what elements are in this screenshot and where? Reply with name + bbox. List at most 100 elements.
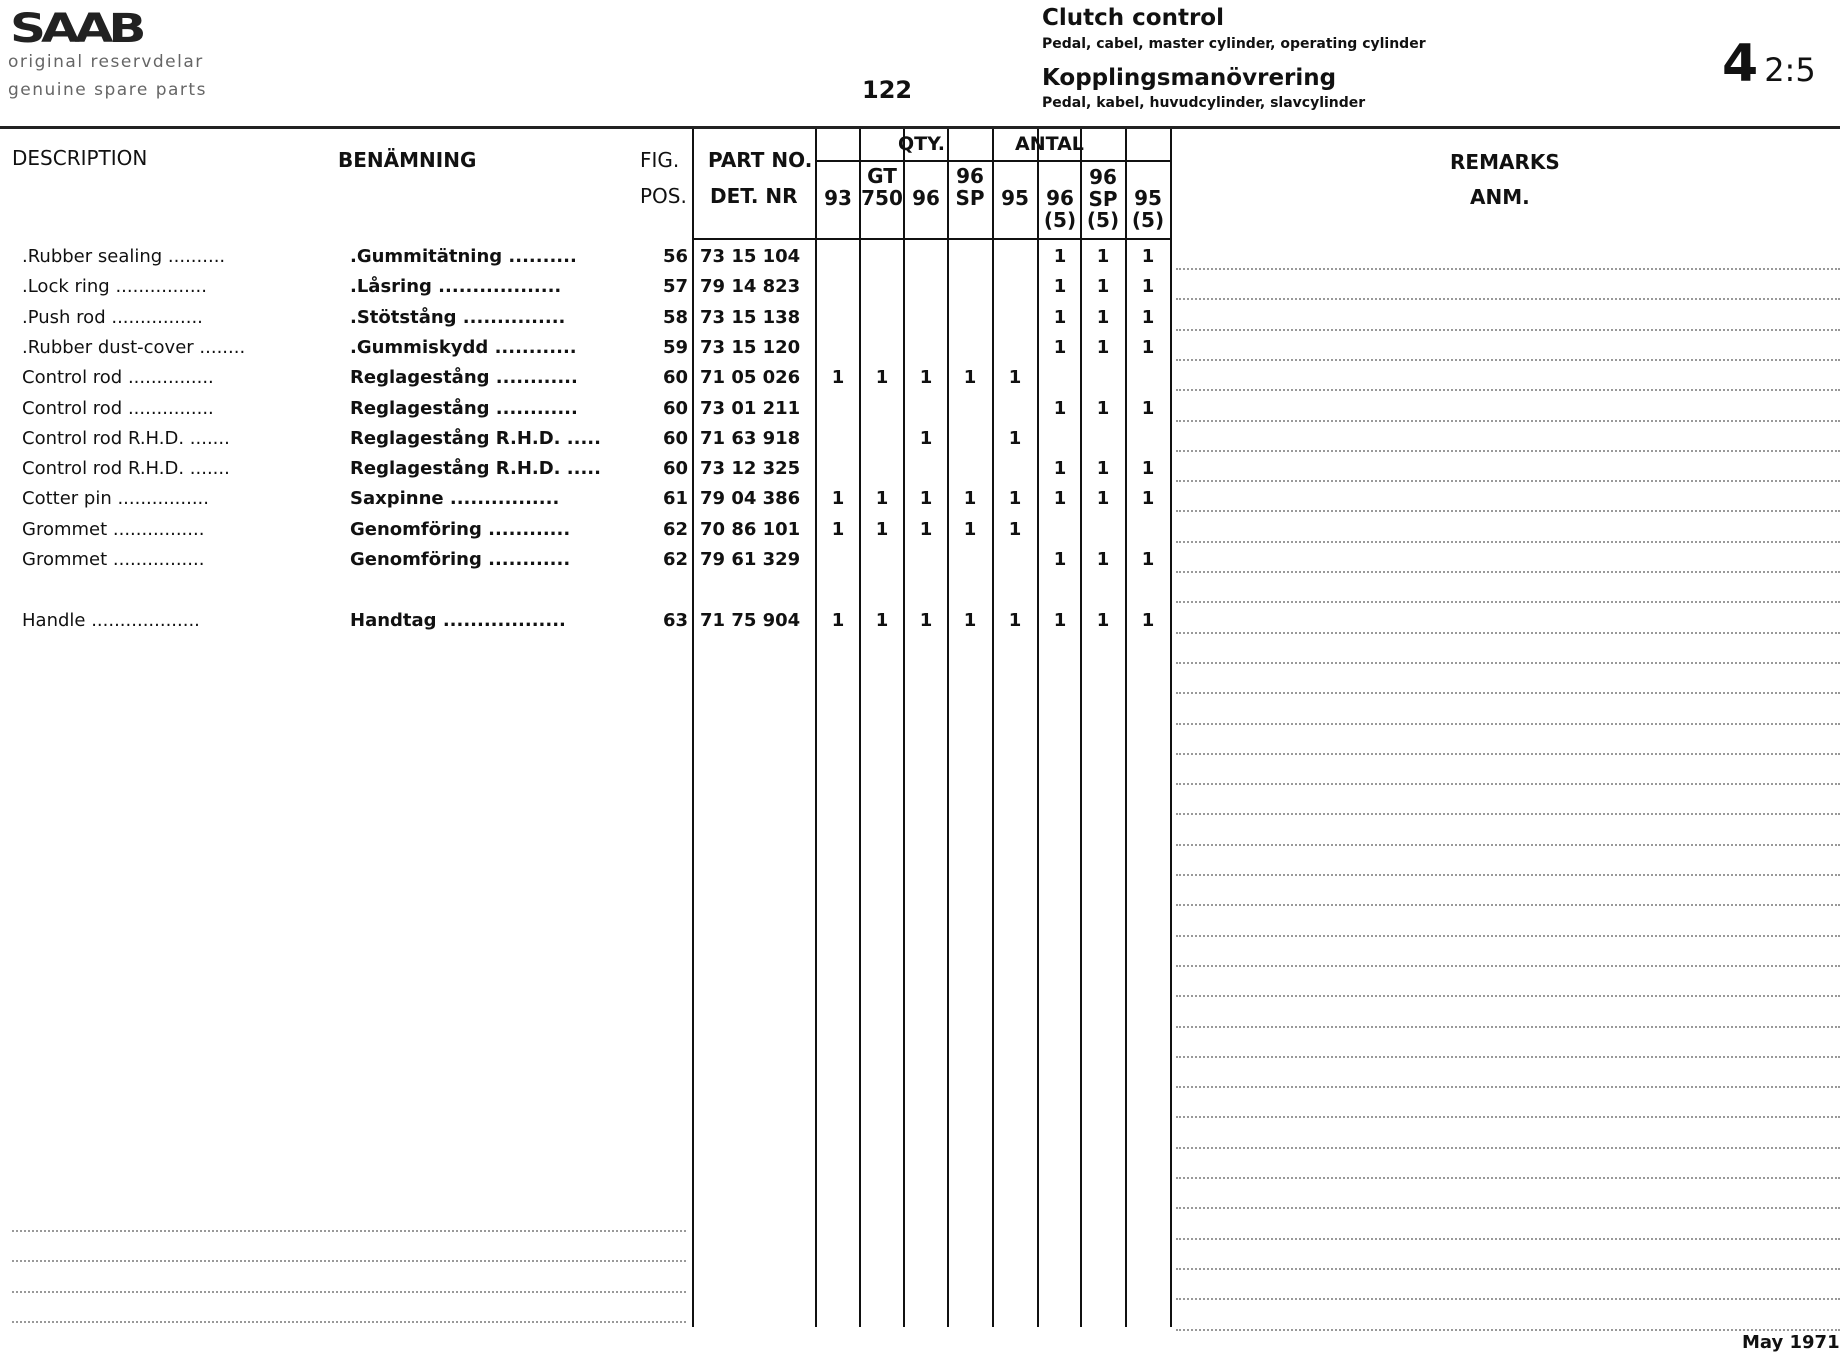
row-description: Control rod ............... (22, 367, 214, 389)
row-qty: 1 (1053, 336, 1067, 358)
row-qty: 1 (1096, 306, 1110, 328)
row-qty: 1 (1141, 549, 1155, 570)
row-qty: 1 (1141, 336, 1155, 358)
row-pos: 57 (662, 276, 688, 298)
remarks-line (1176, 1267, 1840, 1270)
row-benamning: Genomföring ............ (350, 549, 571, 570)
row-qty: 1 (875, 609, 889, 631)
remarks-line (1176, 268, 1840, 270)
row-qty: 1 (919, 427, 933, 449)
col-fig: FIG. (640, 148, 680, 172)
row-pos: 62 (662, 549, 688, 570)
remarks-line (1176, 752, 1840, 755)
footer-date: May 1971 (1742, 1332, 1840, 1353)
row-pos: 60 (662, 367, 688, 389)
row-qty: 1 (1096, 397, 1110, 419)
row-description: .Rubber sealing .......... (22, 246, 226, 267)
remarks-line (1176, 934, 1840, 937)
row-qty: 1 (963, 518, 977, 540)
row-benamning: Reglagestång R.H.D. ..... (350, 427, 601, 449)
column-divider (903, 129, 905, 1327)
row-qty: 1 (1053, 549, 1067, 570)
col-antal: ANTAL (1015, 133, 1084, 155)
row-benamning: .Gummiskydd ............ (350, 336, 577, 358)
row-description: Control rod R.H.D. ....... (22, 458, 230, 480)
remarks-line (1176, 1328, 1840, 1331)
row-part-no: 79 14 823 (700, 276, 801, 298)
table-row: .Rubber sealing .......... .Gummitätning … (0, 242, 1170, 272)
row-benamning: .Stötstång ............... (350, 306, 566, 328)
row-qty: 1 (1008, 488, 1022, 510)
table-row: Cotter pin ................ Saxpinne ....… (0, 484, 1170, 514)
row-pos: 58 (662, 306, 688, 328)
remarks-line (1176, 298, 1840, 301)
row-qty: 1 (1053, 609, 1067, 631)
row-qty: 1 (1008, 518, 1022, 540)
row-qty: 1 (1096, 458, 1110, 480)
table-row: Control rod ............... Reglagestång … (0, 363, 1170, 393)
table-row: .Rubber dust-cover ........ .Gummiskydd .… (0, 333, 1170, 363)
row-part-no: 79 61 329 (700, 549, 801, 570)
remarks-line (1176, 419, 1840, 422)
blank-entry-line (12, 1320, 686, 1323)
row-qty: 1 (919, 609, 933, 631)
header-rule (0, 126, 1840, 129)
row-benamning: Saxpinne ................ (350, 488, 560, 510)
remarks-line (1176, 540, 1840, 543)
row-qty: 1 (1008, 367, 1022, 389)
column-divider (815, 129, 817, 1327)
model-header: (5) (1086, 208, 1120, 232)
col-benamning: BENÄMNING (338, 148, 477, 172)
row-qty: 1 (831, 367, 845, 389)
col-anm: ANM. (1470, 185, 1530, 209)
title-en: Clutch control (1042, 5, 1224, 31)
row-benamning: .Låsring .................. (350, 276, 562, 298)
row-description: Control rod R.H.D. ....... (22, 427, 230, 449)
model-header-top: 96 SP (1088, 165, 1118, 211)
col-qty: QTY. (898, 133, 945, 155)
model-header: (5) (1131, 208, 1165, 232)
row-part-no: 71 05 026 (700, 367, 801, 389)
model-header: 96 (912, 186, 940, 210)
col-det-nr: DET. NR (710, 184, 798, 208)
row-qty: 1 (1096, 549, 1110, 570)
row-qty: 1 (963, 488, 977, 510)
column-divider (1170, 129, 1172, 1327)
column-divider (1037, 129, 1039, 1327)
row-qty: 1 (1053, 397, 1067, 419)
model-header-top: 96 (956, 164, 984, 188)
row-qty: 1 (919, 518, 933, 540)
column-divider (1080, 129, 1082, 1327)
row-qty: 1 (1096, 609, 1110, 631)
table-row: Control rod R.H.D. ....... Reglagestång R… (0, 424, 1170, 454)
column-divider (1125, 129, 1127, 1327)
row-qty: 1 (831, 518, 845, 540)
row-qty: 1 (1141, 397, 1155, 419)
row-part-no: 73 15 120 (700, 336, 801, 358)
remarks-line (1176, 995, 1840, 998)
table-row: .Push rod ................ .Stötstång ...… (0, 303, 1170, 333)
row-qty: 1 (963, 609, 977, 631)
row-qty: 1 (1141, 609, 1155, 631)
row-part-no: 71 63 918 (700, 427, 801, 449)
row-qty: 1 (831, 609, 845, 631)
table-row: Control rod R.H.D. ....... Reglagestång R… (0, 454, 1170, 484)
row-pos: 59 (662, 336, 688, 358)
blank-entry-line (12, 1260, 686, 1263)
row-qty: 1 (875, 367, 889, 389)
row-pos: 56 (662, 246, 688, 267)
remarks-line (1176, 1237, 1840, 1240)
saab-logo: SAAB (10, 6, 147, 52)
remarks-line (1176, 1025, 1840, 1028)
subtitle-en: Pedal, cabel, master cylinder, operating… (1042, 36, 1426, 52)
column-divider (692, 129, 694, 1327)
page-number: 122 (862, 76, 913, 104)
column-divider (859, 129, 861, 1327)
row-qty: 1 (1008, 609, 1022, 631)
row-part-no: 79 04 386 (700, 488, 801, 510)
title-sv: Kopplingsmanövrering (1042, 65, 1337, 91)
section-major: 4 (1722, 34, 1759, 94)
row-qty: 1 (875, 488, 889, 510)
row-description: .Rubber dust-cover ........ (22, 336, 246, 358)
row-part-no: 73 15 138 (700, 306, 801, 328)
